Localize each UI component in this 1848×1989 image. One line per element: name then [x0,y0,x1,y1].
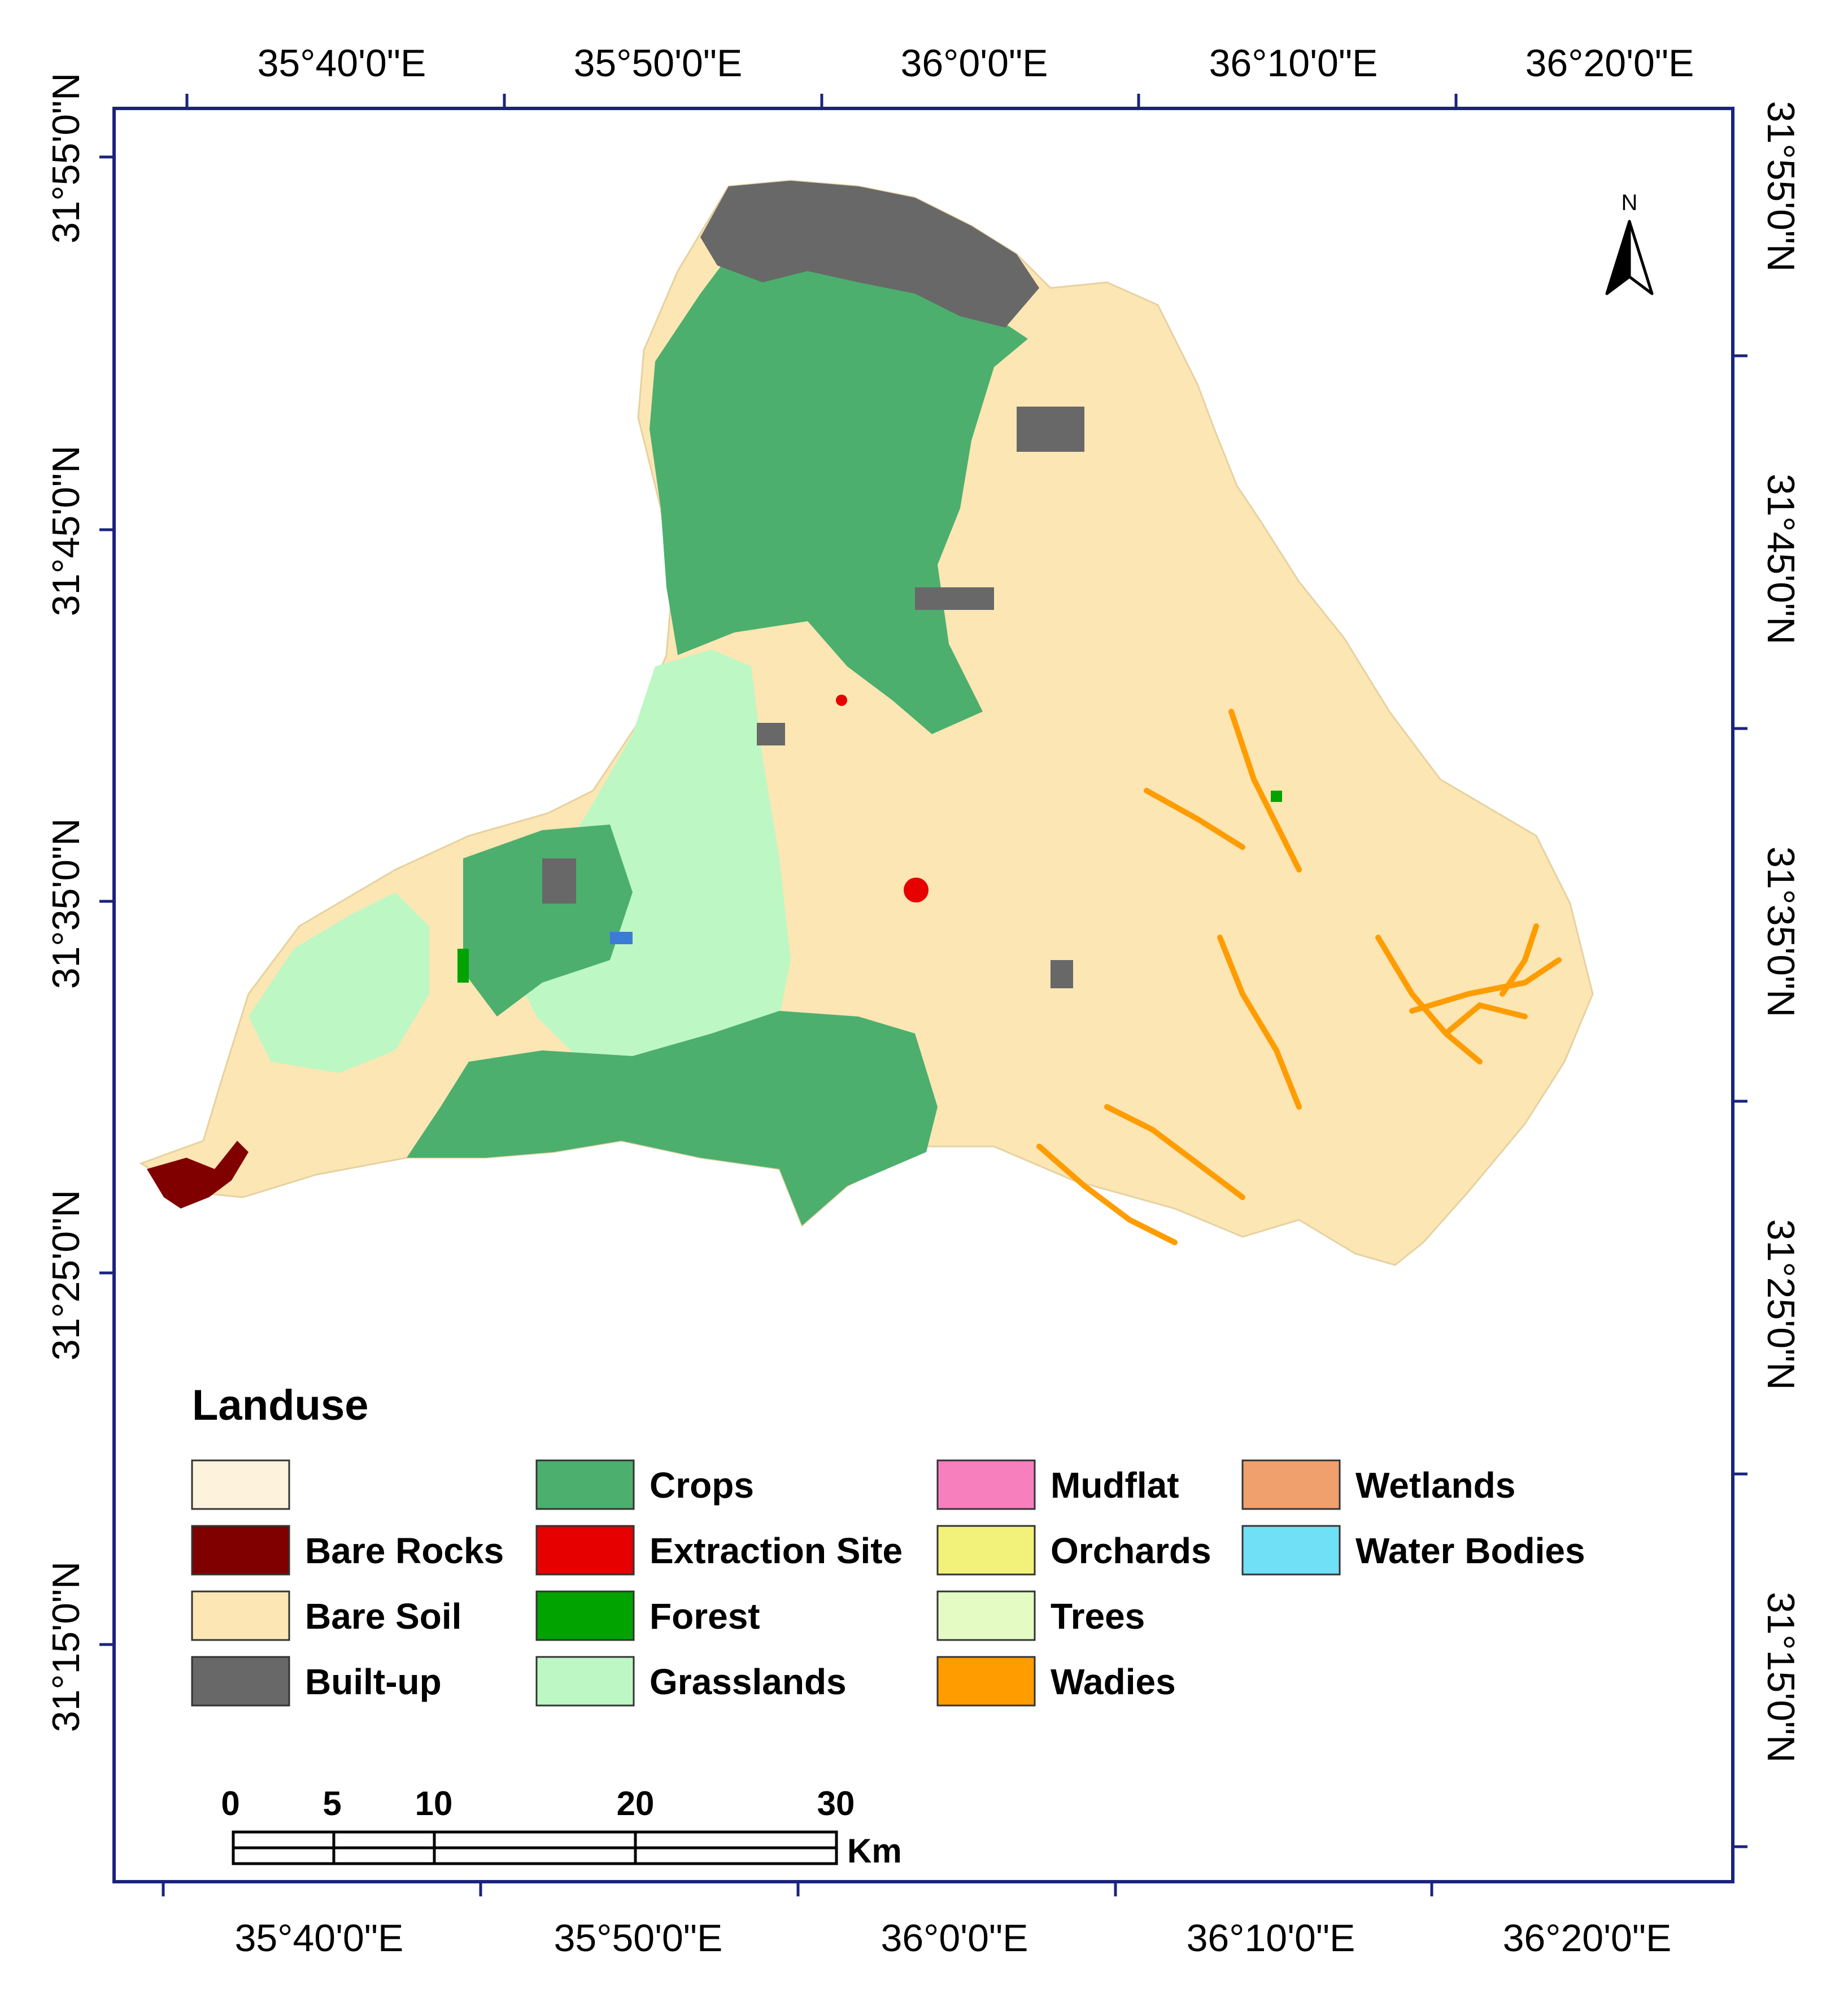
legend-swatch [936,1590,1036,1641]
legend-item: Mudflat [936,1459,1179,1510]
legend-item: Trees [936,1590,1145,1641]
lon-label-bottom: 35°40'0"E [235,1917,404,1960]
legend-swatch [1241,1459,1341,1510]
scale-tick-label: 5 [322,1785,341,1822]
crops-south [407,1011,938,1225]
legend-swatch [1241,1525,1341,1576]
legend-label: Extraction Site [650,1530,903,1571]
forest-patches [457,791,1282,983]
legend-item: Wetlands [1241,1459,1515,1510]
right-latitude-labels: 31°55'0"N 31°45'0"N 31°35'0"N 31°25'0"N … [1759,101,1802,1763]
lat-label-right: 31°35'0"N [1759,847,1802,1018]
legend-title: Landuse [192,1381,369,1429]
legend-label: Wetlands [1356,1465,1515,1506]
legend-item: Bare Soil [191,1590,461,1641]
legend-swatch [535,1525,635,1576]
legend-label: Grasslands [650,1661,847,1702]
legend-swatch [191,1459,290,1510]
legend-swatch [535,1656,635,1707]
legend-label: Orchards [1051,1530,1211,1571]
legend: Landuse Bare Rocks Bare Soil Built-up Crops… [191,1381,1585,1707]
lon-label-top: 36°0'0"E [901,42,1048,85]
grasslands-west [249,892,429,1073]
lon-label-bottom: 36°0'0"E [881,1917,1028,1960]
legend-item: Bare Rocks [191,1525,504,1576]
lat-label-left: 31°35'0"N [45,818,88,989]
legend-label: Built-up [305,1661,442,1702]
legend-item: Crops [535,1459,754,1510]
scale-tick-label: 30 [817,1785,855,1822]
water-bodies [610,932,633,944]
lat-label-right: 31°45'0"N [1759,474,1802,645]
legend-swatch [936,1656,1036,1707]
legend-items: Bare Rocks Bare Soil Built-up Crops Extracti… [191,1459,1585,1707]
scale-tick-label: 0 [221,1785,239,1822]
scale-unit: Km [847,1832,902,1870]
legend-label: Trees [1051,1596,1145,1637]
frame-ticks [99,94,1747,1896]
lat-label-right: 31°55'0"N [1759,101,1802,272]
scale-bar: 0 5 10 20 30 Km [221,1785,901,1870]
bottom-longitude-labels: 35°40'0"E 35°50'0"E 36°0'0"E 36°10'0"E 3… [235,1917,1672,1960]
lat-label-right: 31°25'0"N [1759,1219,1802,1390]
legend-label: Crops [650,1465,754,1506]
legend-label: Water Bodies [1356,1530,1585,1571]
legend-label: Mudflat [1051,1465,1179,1506]
scale-tick-label: 20 [617,1785,655,1822]
legend-item: Orchards [936,1525,1211,1576]
legend-item: Grasslands [535,1656,847,1707]
lat-label-left: 31°15'0"N [45,1561,88,1733]
legend-item: Built-up [191,1656,442,1707]
legend-label: Forest [650,1596,760,1637]
legend-swatch [936,1525,1036,1576]
legend-swatch [936,1459,1036,1510]
legend-label: Bare Rocks [305,1530,504,1571]
top-longitude-labels: 35°40'0"E 35°50'0"E 36°0'0"E 36°10'0"E 3… [258,42,1694,85]
lon-label-bottom: 36°20'0"E [1503,1917,1672,1960]
scale-tick-label: 10 [415,1785,453,1822]
lon-label-top: 36°20'0"E [1526,42,1694,85]
legend-item: Forest [535,1590,760,1641]
lat-label-left: 31°25'0"N [45,1190,88,1361]
lat-label-left: 31°55'0"N [45,73,88,244]
legend-swatch [535,1590,635,1641]
legend-swatch [535,1459,635,1510]
left-latitude-labels: 31°55'0"N 31°45'0"N 31°35'0"N 31°25'0"N … [45,73,88,1733]
map-content [139,180,1594,1266]
legend-label: Wadies [1051,1661,1176,1702]
lat-label-right: 31°15'0"N [1759,1592,1802,1763]
crops-west [463,825,633,1017]
wadies-streams [1036,709,1562,1245]
legend-swatch [191,1656,290,1707]
builtup-patches [542,407,1084,988]
lon-label-top: 35°50'0"E [574,42,743,85]
legend-item: Extraction Site [535,1525,903,1576]
legend-item: Wadies [936,1656,1176,1707]
legend-item: Water Bodies [1241,1525,1585,1576]
legend-swatch [191,1525,290,1576]
lat-label-left: 31°45'0"N [45,446,88,617]
lon-label-top: 35°40'0"E [258,42,426,85]
lon-label-bottom: 36°10'0"E [1187,1917,1356,1960]
builtup-north [700,181,1039,328]
north-arrow-label: N [1622,190,1638,215]
legend-item [191,1459,290,1510]
legend-swatch [191,1590,290,1641]
north-arrow: N [1605,190,1654,295]
lon-label-bottom: 35°50'0"E [554,1917,723,1960]
legend-label: Bare Soil [305,1596,461,1637]
extraction-sites [836,695,929,902]
scale-bar-graphic [232,1830,838,1865]
lon-label-top: 36°10'0"E [1209,42,1378,85]
bare-rocks [147,1141,249,1209]
